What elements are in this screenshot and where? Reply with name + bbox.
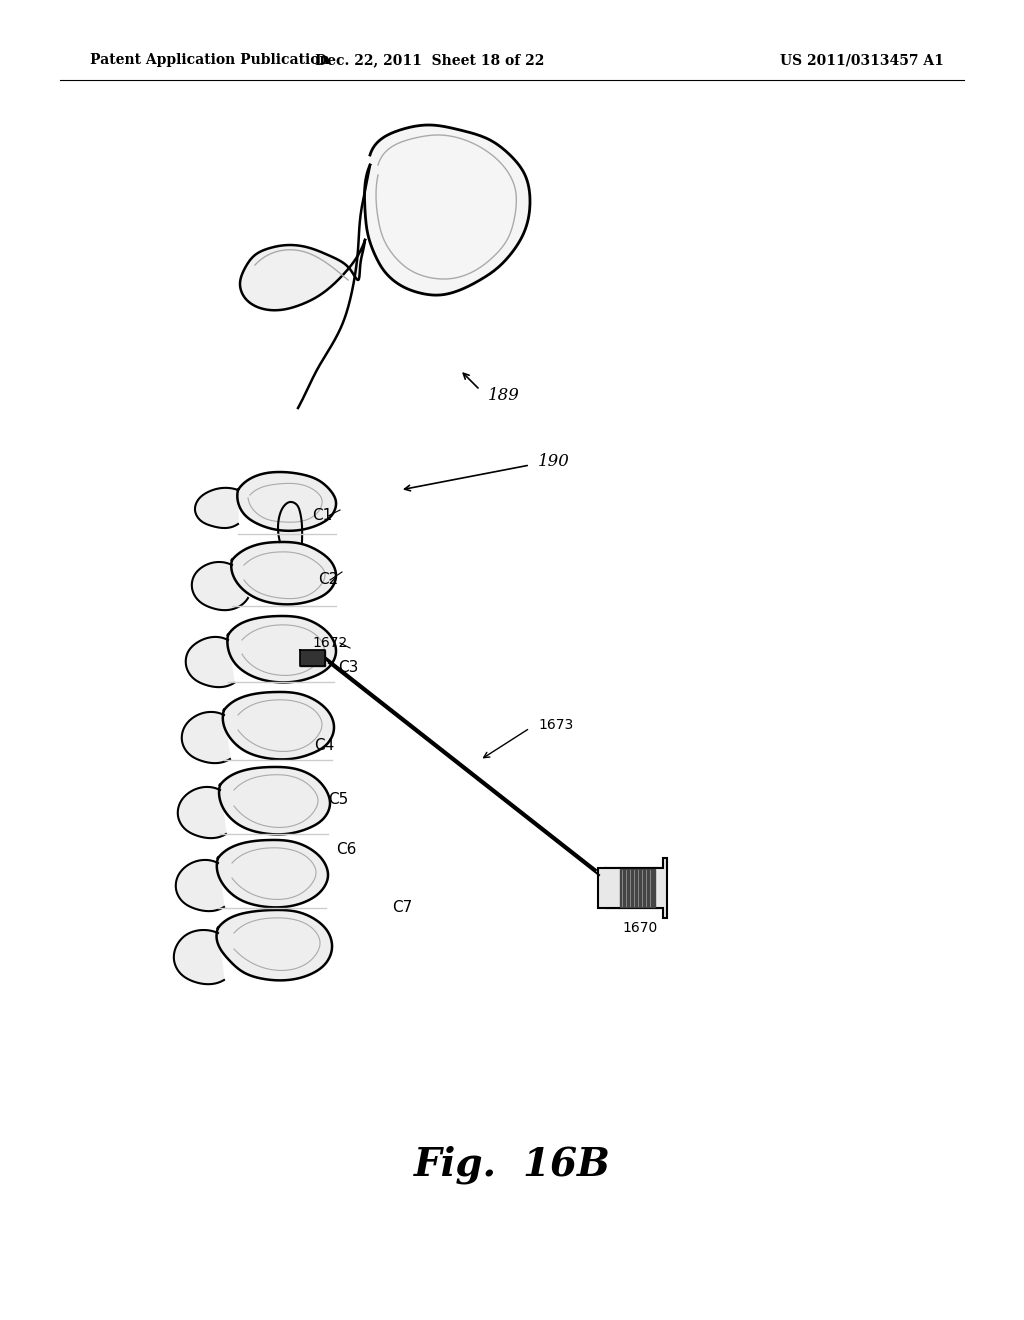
- Text: Patent Application Publication: Patent Application Publication: [90, 53, 330, 67]
- Polygon shape: [240, 240, 365, 310]
- Polygon shape: [219, 767, 330, 834]
- Polygon shape: [195, 488, 238, 528]
- Polygon shape: [178, 787, 226, 838]
- Polygon shape: [191, 562, 248, 610]
- Text: C5: C5: [328, 792, 348, 808]
- Polygon shape: [598, 858, 667, 917]
- Polygon shape: [174, 931, 224, 985]
- Text: 1673: 1673: [538, 718, 573, 733]
- Polygon shape: [185, 638, 234, 688]
- Polygon shape: [181, 711, 230, 763]
- Text: C6: C6: [336, 842, 356, 858]
- Text: 1672: 1672: [312, 636, 347, 649]
- Text: Fig.  16B: Fig. 16B: [414, 1146, 610, 1184]
- Text: C7: C7: [392, 900, 413, 916]
- Text: Dec. 22, 2011  Sheet 18 of 22: Dec. 22, 2011 Sheet 18 of 22: [315, 53, 545, 67]
- Text: C4: C4: [314, 738, 334, 752]
- Polygon shape: [223, 692, 334, 759]
- Text: C2: C2: [318, 573, 338, 587]
- Text: 190: 190: [538, 454, 570, 470]
- Text: 189: 189: [488, 387, 520, 404]
- Polygon shape: [300, 649, 325, 667]
- Polygon shape: [216, 909, 332, 981]
- Text: 1670: 1670: [622, 921, 657, 935]
- Polygon shape: [278, 502, 302, 543]
- Polygon shape: [217, 840, 328, 907]
- Polygon shape: [176, 859, 224, 911]
- Polygon shape: [620, 869, 655, 907]
- Text: C3: C3: [338, 660, 358, 676]
- Polygon shape: [231, 543, 336, 605]
- Text: US 2011/0313457 A1: US 2011/0313457 A1: [780, 53, 944, 67]
- Polygon shape: [238, 473, 336, 531]
- Text: C1: C1: [312, 508, 332, 524]
- Polygon shape: [227, 616, 336, 682]
- Polygon shape: [365, 125, 530, 296]
